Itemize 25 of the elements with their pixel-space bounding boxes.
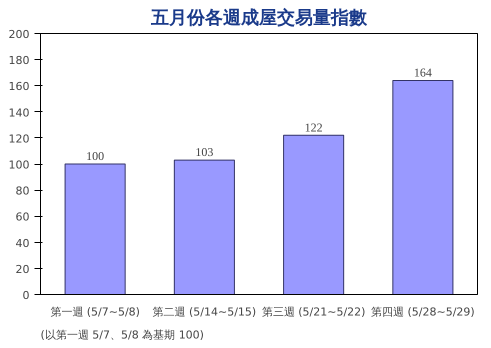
- y-tick-label: 120: [8, 132, 30, 146]
- bar: [174, 160, 235, 294]
- x-tick-label: 第一週 (5/7~5/8): [50, 306, 140, 318]
- y-tick-label: 40: [16, 236, 30, 250]
- y-tick-label: 0: [22, 289, 30, 302]
- text: (以第一週 5/7、5/8 為基期 100): [40, 328, 204, 342]
- data-label: 122: [304, 120, 323, 134]
- bar: [392, 80, 454, 294]
- y-tick-label: 100: [8, 158, 30, 172]
- y-tick-label: 80: [16, 184, 30, 198]
- y-tick-label: 180: [8, 54, 30, 68]
- x-tick-label: 第四週 (5/28~5/29): [371, 306, 475, 318]
- data-label: 100: [86, 149, 104, 163]
- y-tick-label: 140: [8, 106, 30, 120]
- x-tick-label: 第三週 (5/21~5/22): [262, 306, 366, 318]
- bar: [283, 134, 344, 294]
- data-label: 164: [414, 65, 432, 80]
- data-label: 103: [195, 145, 214, 160]
- chart-title: 五月份各週成屋交易量指數: [150, 8, 368, 28]
- y-tick-label: 160: [8, 80, 30, 94]
- y-tick-label: 60: [16, 210, 30, 224]
- y-tick-label: 200: [8, 28, 30, 41]
- bar: [64, 164, 126, 294]
- y-tick-label: 20: [16, 262, 30, 276]
- x-tick-label: 第二週 (5/14~5/15): [152, 306, 256, 318]
